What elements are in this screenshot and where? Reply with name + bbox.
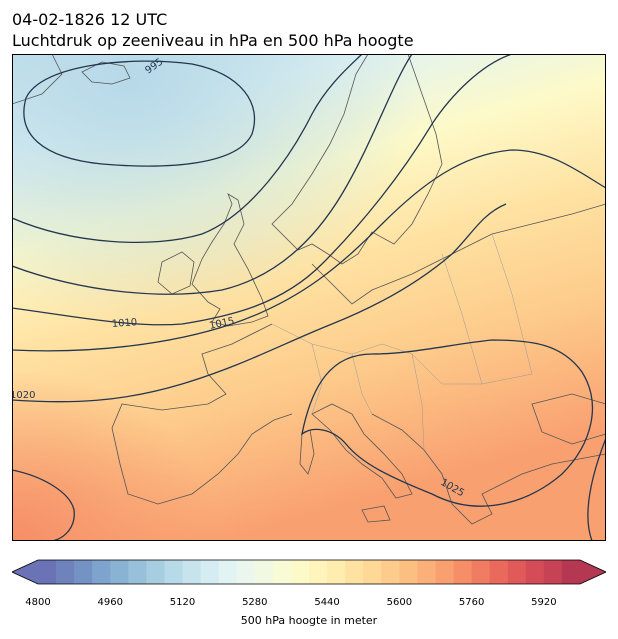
colorbar-swatch <box>110 560 129 584</box>
weather-map: 995 1010 1015 1020 1025 <box>12 54 606 541</box>
coast-italy <box>311 403 413 499</box>
colorbar-swatch <box>525 560 545 584</box>
colorbar-swatch <box>399 560 418 584</box>
isobar-1010 <box>12 54 513 326</box>
isobars <box>12 54 606 541</box>
title-datetime: 04-02-1826 12 UTC <box>12 10 168 29</box>
colorbar-swatch <box>435 560 455 584</box>
colorbar-tick: 5600 <box>386 597 413 608</box>
colorbar-swatch <box>254 560 274 584</box>
colorbar-swatch <box>561 560 581 584</box>
colorbar-swatch <box>146 560 165 584</box>
isobar-label: 1015 <box>208 316 235 332</box>
colorbar-swatch <box>290 560 310 584</box>
colorbar-tick: 4800 <box>25 597 51 608</box>
isobar-1005 <box>12 54 413 295</box>
coast-iceland <box>81 61 131 85</box>
colorbar-swatch <box>381 560 400 584</box>
colorbar-swatch <box>327 560 346 584</box>
border-line <box>311 343 323 415</box>
colorbar-swatch <box>453 560 473 584</box>
border-line <box>491 233 533 375</box>
colorbar-swatch <box>543 560 563 584</box>
border-line <box>411 353 425 451</box>
colorbar-swatch <box>507 560 527 584</box>
isobar-1020 <box>12 203 507 403</box>
colorbar-swatch <box>164 560 184 584</box>
colorbar-tick: 5920 <box>531 597 557 608</box>
isobar-1025b <box>587 437 606 541</box>
coast-sicily <box>361 505 391 523</box>
colorbar-swatch <box>56 560 75 584</box>
coast-ireland <box>157 251 195 295</box>
colorbar-swatch <box>471 560 491 584</box>
colorbar-swatch <box>182 560 202 584</box>
coast-scandinavia <box>271 54 443 265</box>
border-line <box>441 253 483 385</box>
colorbar <box>12 559 606 585</box>
coast-british-isles <box>191 193 269 327</box>
colorbar-swatch <box>218 560 238 584</box>
isobar-1000 <box>12 54 363 243</box>
colorbar-swatch <box>309 560 328 584</box>
colorbar-extend-low <box>12 560 38 584</box>
isobar-1025 <box>301 339 594 507</box>
colorbar-swatch <box>489 560 509 584</box>
borders <box>271 233 533 451</box>
border-line <box>351 353 373 415</box>
isobar-995 <box>23 60 256 167</box>
colorbar-tick: 5440 <box>314 597 340 608</box>
colorbar-tick: 5280 <box>242 597 268 608</box>
colorbar-swatch <box>200 560 220 584</box>
isobar-label: 1010 <box>111 317 137 330</box>
colorbar-tick: 5760 <box>458 597 485 608</box>
colorbar-swatch <box>38 560 57 584</box>
border-line <box>271 323 533 385</box>
colorbar-swatch <box>417 560 436 584</box>
colorbar-swatch <box>363 560 382 584</box>
map-frame <box>12 54 606 541</box>
colorbar-label: 500 hPa hoogte in meter <box>240 614 378 627</box>
colorbar-extend-high <box>580 560 606 584</box>
isobar-label: 1020 <box>12 390 35 401</box>
coastlines <box>12 54 606 525</box>
coast-balkans <box>371 413 606 525</box>
coast-mainland <box>311 203 606 305</box>
colorbar-tick: 5120 <box>169 597 196 608</box>
isobar-1030 <box>12 469 75 541</box>
coast-black-sea <box>531 393 606 445</box>
colorbar-swatch <box>128 560 147 584</box>
colorbar-swatch <box>74 560 93 584</box>
colorbar-swatch <box>236 560 256 584</box>
warm-area <box>12 54 606 541</box>
title-main: Luchtdruk op zeeniveau in hPa en 500 hPa… <box>12 31 414 50</box>
colorbar-ticks: 4800 4960 5120 5280 5440 5600 5760 5920 <box>0 597 618 611</box>
colorbar-outline <box>12 559 606 585</box>
coast-france-iberia <box>111 323 293 505</box>
colorbar-tick: 4960 <box>97 597 123 608</box>
isobar-1015 <box>12 149 606 352</box>
colorbar-swatch <box>92 560 111 584</box>
colorbar-swatch <box>272 560 292 584</box>
colorbar-swatch <box>345 560 364 584</box>
coast-greenland <box>12 54 63 105</box>
